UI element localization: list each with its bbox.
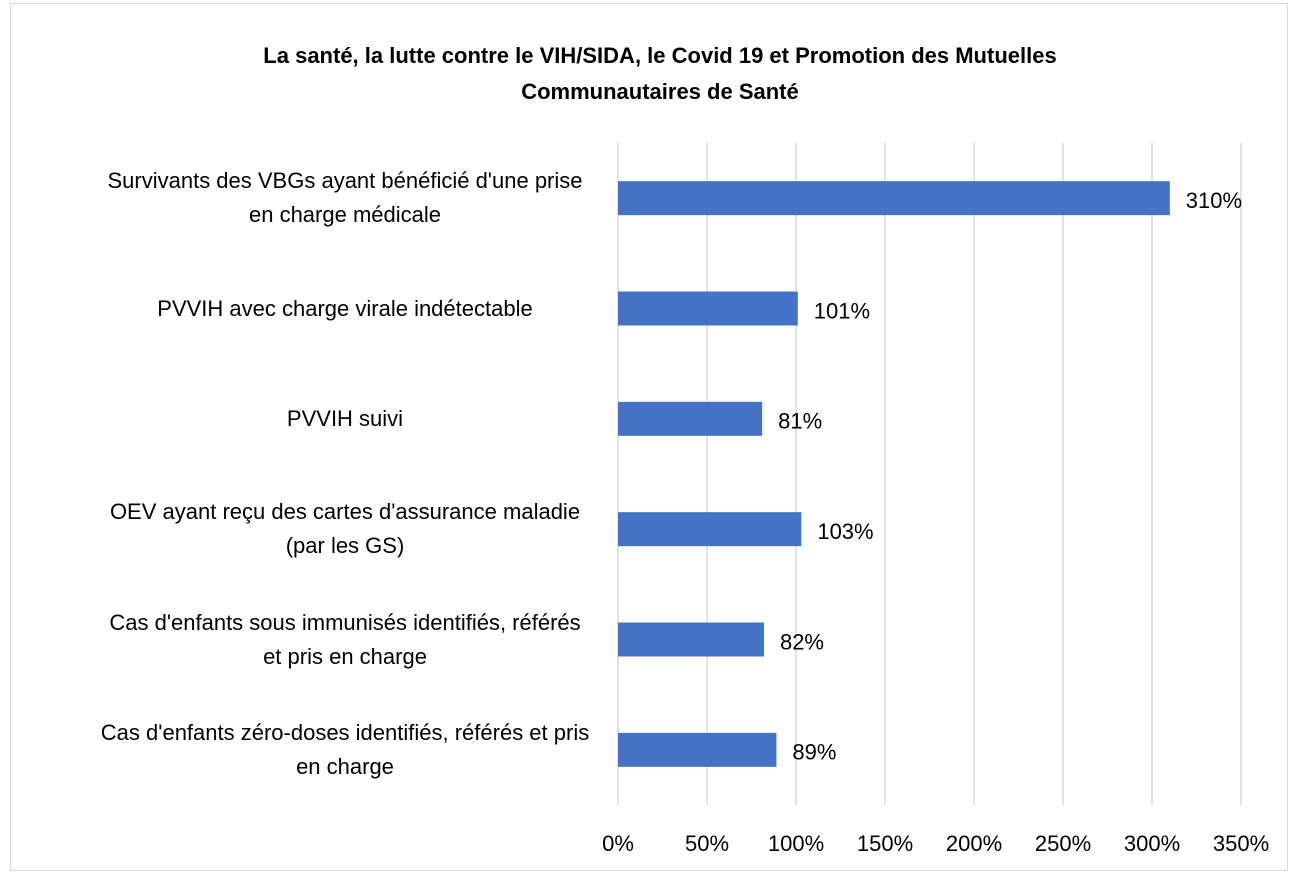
y-tick-label: PVVIH suivi bbox=[286, 405, 404, 431]
bar bbox=[618, 291, 798, 326]
data-label: 81% bbox=[778, 409, 822, 434]
data-label: 101% bbox=[814, 298, 870, 323]
y-tick-label: Cas d'enfants zéro-doses identifiés, réf… bbox=[100, 719, 590, 779]
x-tick-label: 50% bbox=[685, 831, 729, 856]
x-tick-label: 200% bbox=[946, 831, 1002, 856]
x-tick-label: 300% bbox=[1124, 831, 1180, 856]
y-tick-label: Survivants des VBGs ayant bénéficié d'un… bbox=[107, 168, 583, 228]
data-label: 310% bbox=[1186, 188, 1242, 213]
y-tick-label: OEV ayant reçu des cartes d'assurance ma… bbox=[109, 499, 581, 559]
data-label: 82% bbox=[780, 629, 824, 654]
x-tick-label: 250% bbox=[1035, 831, 1091, 856]
y-tick-label: PVVIH avec charge virale indétectable bbox=[157, 295, 533, 321]
chart-title: La santé, la lutte contre le VIH/SIDA, l… bbox=[263, 43, 1057, 104]
x-tick-label: 350% bbox=[1213, 831, 1269, 856]
data-label: 103% bbox=[817, 519, 873, 544]
bar bbox=[618, 622, 764, 657]
bar bbox=[618, 181, 1170, 216]
bar bbox=[618, 512, 802, 547]
x-tick-label: 150% bbox=[857, 831, 913, 856]
bar bbox=[618, 732, 777, 767]
y-tick-label: Cas d'enfants sous immunisés identifiés,… bbox=[109, 609, 581, 669]
x-tick-label: 100% bbox=[768, 831, 824, 856]
x-tick-label: 0% bbox=[602, 831, 634, 856]
data-label: 89% bbox=[792, 740, 836, 765]
chart-frame bbox=[10, 3, 1288, 871]
bar bbox=[618, 401, 763, 436]
